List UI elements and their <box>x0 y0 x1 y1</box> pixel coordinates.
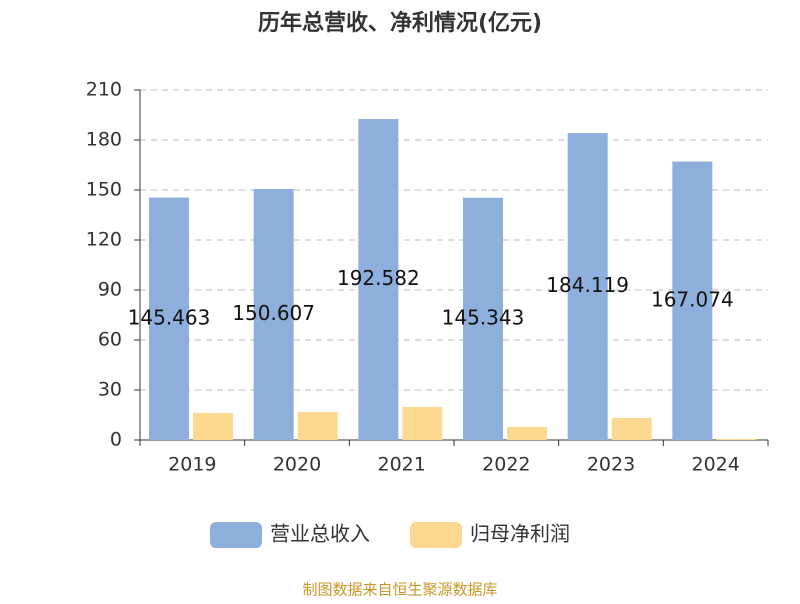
bar <box>193 413 233 440</box>
x-tick-label: 2019 <box>168 454 216 476</box>
value-label: 145.343 <box>442 305 525 329</box>
y-tick-label: 60 <box>98 329 122 351</box>
chart-title: 历年总营收、净利情况(亿元) <box>258 10 542 36</box>
value-label: 145.463 <box>128 305 211 329</box>
y-tick-label: 120 <box>86 229 122 251</box>
legend-swatch <box>210 522 262 548</box>
legend-swatch <box>410 522 462 548</box>
x-tick-label: 2024 <box>691 454 739 476</box>
value-label: 167.074 <box>651 287 734 311</box>
y-tick-label: 210 <box>86 79 122 101</box>
x-tick-label: 2022 <box>482 454 530 476</box>
bar <box>567 133 608 440</box>
y-tick-label: 90 <box>98 279 122 301</box>
legend-label: 归母净利润 <box>470 522 570 546</box>
bar <box>672 161 713 440</box>
bar <box>716 439 757 440</box>
y-tick-label: 180 <box>86 129 122 151</box>
value-label: 192.582 <box>337 266 420 290</box>
bar <box>297 412 338 440</box>
bar <box>463 197 503 440</box>
legend-label: 营业总收入 <box>270 522 370 546</box>
bar <box>253 188 294 440</box>
y-tick-label: 30 <box>98 379 122 401</box>
x-tick-label: 2020 <box>273 454 321 476</box>
bar <box>358 119 399 440</box>
source-note: 制图数据来自恒生聚源数据库 <box>302 581 497 599</box>
bar <box>507 427 547 440</box>
bar <box>149 197 189 440</box>
value-label: 184.119 <box>546 273 629 297</box>
value-label: 150.607 <box>232 301 315 325</box>
bar <box>611 418 652 440</box>
x-tick-label: 2023 <box>587 454 635 476</box>
bar <box>402 407 443 440</box>
x-tick-label: 2021 <box>377 454 425 476</box>
y-tick-label: 150 <box>86 179 122 201</box>
y-tick-label: 0 <box>110 429 122 451</box>
